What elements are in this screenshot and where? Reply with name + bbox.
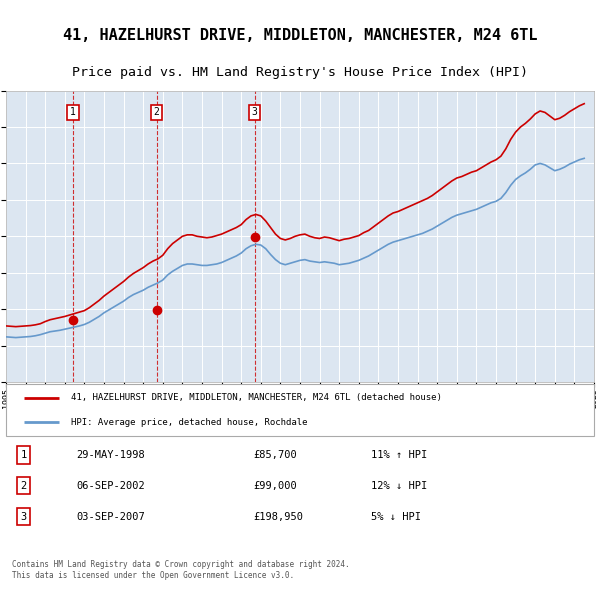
Text: 1: 1	[20, 450, 27, 460]
Text: 06-SEP-2002: 06-SEP-2002	[77, 481, 145, 491]
Text: HPI: Average price, detached house, Rochdale: HPI: Average price, detached house, Roch…	[71, 418, 307, 427]
Text: 3: 3	[20, 512, 27, 522]
Text: Price paid vs. HM Land Registry's House Price Index (HPI): Price paid vs. HM Land Registry's House …	[72, 66, 528, 79]
FancyBboxPatch shape	[6, 384, 594, 436]
Text: Contains HM Land Registry data © Crown copyright and database right 2024.: Contains HM Land Registry data © Crown c…	[12, 560, 350, 569]
Text: 29-MAY-1998: 29-MAY-1998	[77, 450, 145, 460]
Text: 41, HAZELHURST DRIVE, MIDDLETON, MANCHESTER, M24 6TL (detached house): 41, HAZELHURST DRIVE, MIDDLETON, MANCHES…	[71, 393, 442, 402]
Text: 03-SEP-2007: 03-SEP-2007	[77, 512, 145, 522]
Text: 3: 3	[251, 107, 257, 117]
Text: 2: 2	[154, 107, 160, 117]
Text: £198,950: £198,950	[253, 512, 303, 522]
Text: £99,000: £99,000	[253, 481, 297, 491]
Text: 5% ↓ HPI: 5% ↓ HPI	[371, 512, 421, 522]
Text: This data is licensed under the Open Government Licence v3.0.: This data is licensed under the Open Gov…	[12, 571, 294, 580]
Text: 11% ↑ HPI: 11% ↑ HPI	[371, 450, 427, 460]
Text: 1: 1	[70, 107, 76, 117]
Text: 41, HAZELHURST DRIVE, MIDDLETON, MANCHESTER, M24 6TL: 41, HAZELHURST DRIVE, MIDDLETON, MANCHES…	[63, 28, 537, 44]
Text: 2: 2	[20, 481, 27, 491]
Text: £85,700: £85,700	[253, 450, 297, 460]
Text: 12% ↓ HPI: 12% ↓ HPI	[371, 481, 427, 491]
